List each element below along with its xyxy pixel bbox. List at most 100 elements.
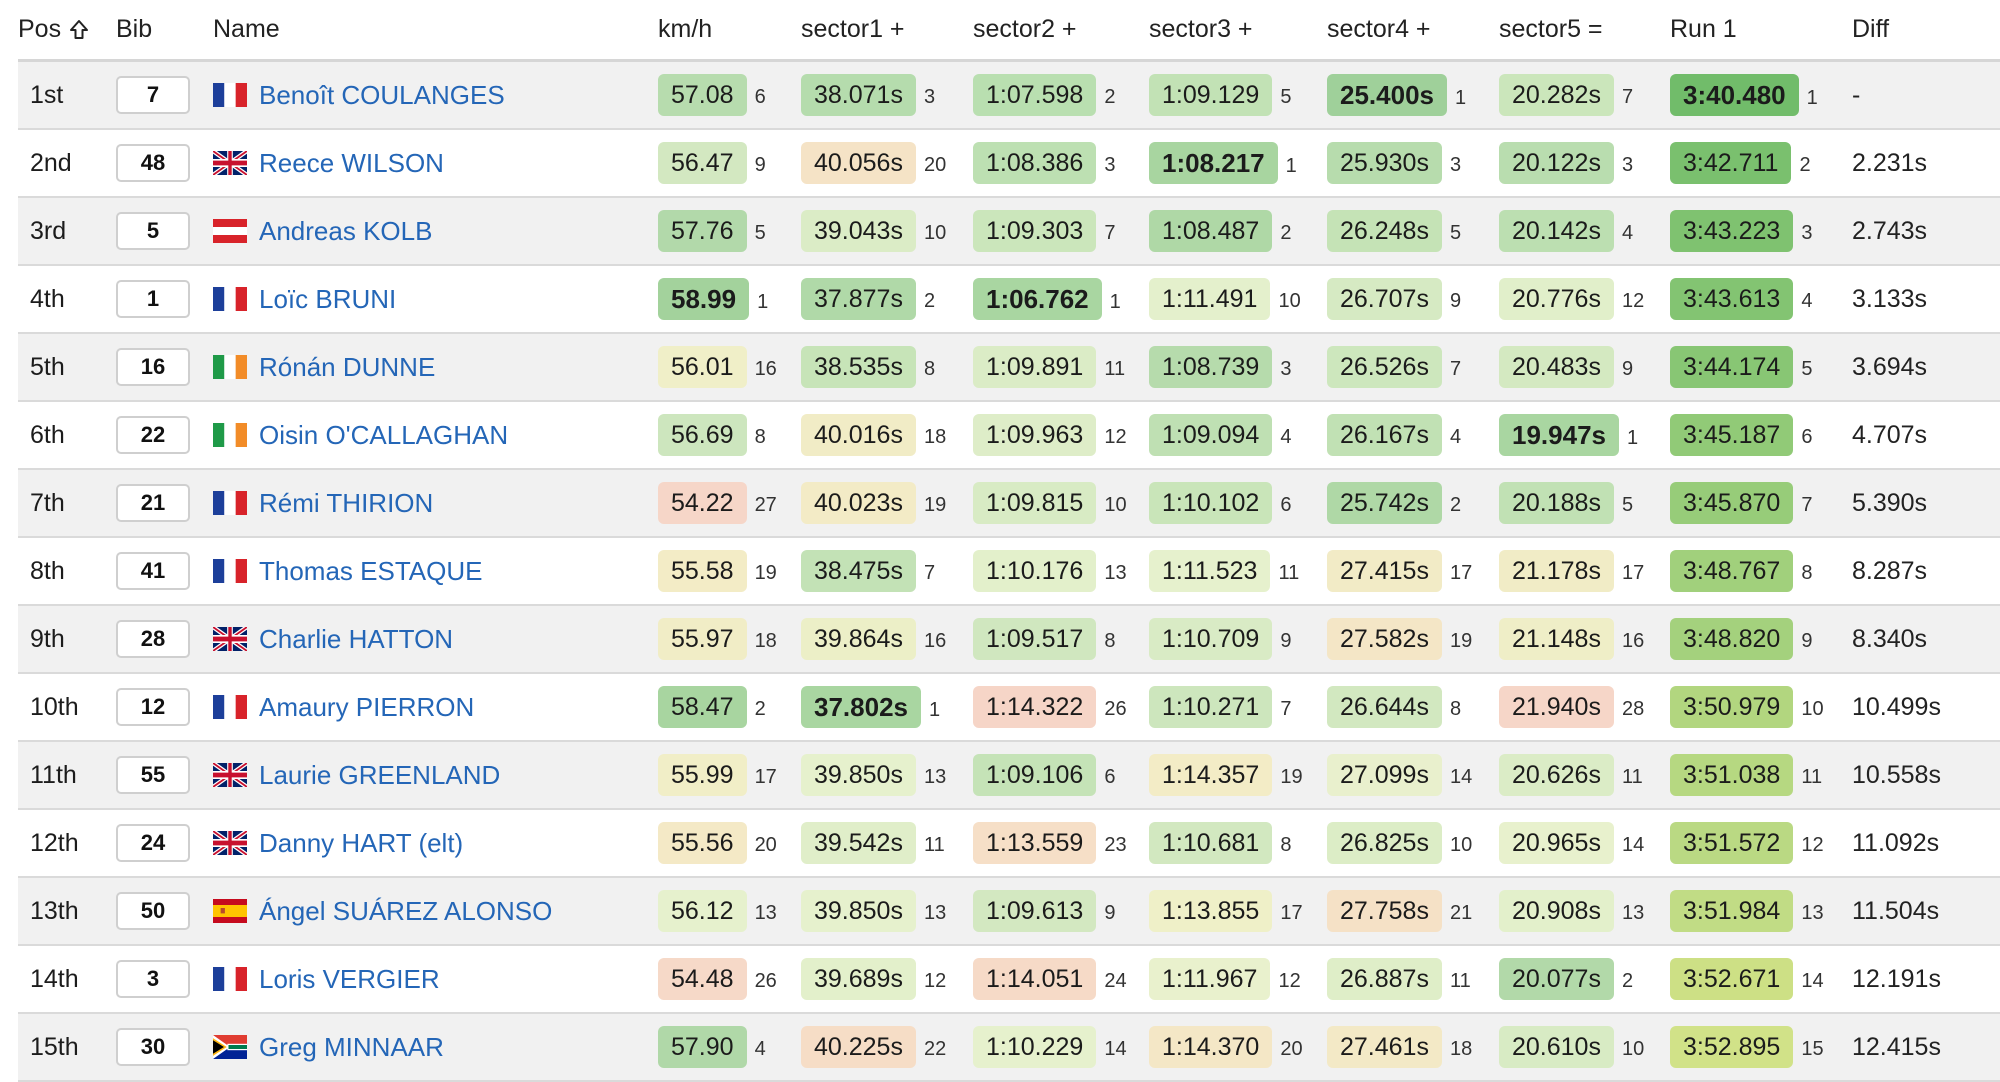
col-header-kmh[interactable]: km/h (658, 0, 801, 62)
run1-value: 3:44.174 (1670, 346, 1794, 388)
rider-name-link[interactable]: Loris VERGIER (259, 963, 440, 994)
rider-name-link[interactable]: Thomas ESTAQUE (259, 555, 483, 586)
position-cell: 14th (18, 945, 116, 1014)
table-row[interactable]: 5th 16 Rónán DUNNE 56.01 16 38.535s 8 1:09.891 1… (18, 333, 2000, 402)
rider-name-link[interactable]: Greg MINNAAR (259, 1031, 444, 1062)
sector3-value: 1:10.681 (1149, 822, 1273, 864)
bib-number: 24 (116, 824, 190, 862)
run1-cell: 3:51.572 12 (1670, 809, 1852, 878)
sector5-cell: 20.908s 13 (1499, 877, 1670, 946)
sector5-rank: 12 (1621, 290, 1645, 312)
col-header-sector2[interactable]: sector2 + (973, 0, 1149, 62)
rider-name-link[interactable]: Ángel SUÁREZ ALONSO (259, 895, 553, 926)
position-label: 15th (30, 1032, 79, 1061)
sector4-value: 26.644s (1327, 686, 1442, 728)
rider-name-link[interactable]: Danny HART (elt) (259, 827, 464, 858)
bib-number: 7 (116, 76, 190, 114)
rider-name-link[interactable]: Andreas KOLB (259, 215, 433, 246)
sector2-rank: 24 (1104, 970, 1127, 992)
rider-name-link[interactable]: Oisin O'CALLAGHAN (259, 419, 509, 450)
table-row[interactable]: 12th 24 Danny HART (elt) 55.56 20 39.542s 11 1:… (18, 809, 2000, 878)
table-row[interactable]: 9th 28 Charlie HATTON 55.97 18 39.864s 16 1:09.… (18, 605, 2000, 674)
table-row[interactable]: 11th 55 Laurie GREENLAND 55.99 17 39.850s 13 1:… (18, 741, 2000, 810)
sector3-rank: 20 (1280, 1038, 1303, 1060)
sector5-cell: 19.947s 1 (1499, 401, 1670, 470)
run1-value: 3:51.572 (1670, 822, 1794, 864)
rider-name-link[interactable]: Rémi THIRION (259, 487, 434, 518)
col-header-sector3[interactable]: sector3 + (1149, 0, 1327, 62)
kmh-cell: 58.47 2 (658, 673, 801, 742)
sector4-value: 26.526s (1327, 346, 1442, 388)
sector5-cell: 20.188s 5 (1499, 469, 1670, 538)
run1-cell: 3:50.979 10 (1670, 673, 1852, 742)
rider-name-link[interactable]: Rónán DUNNE (259, 351, 436, 382)
col-header-pos[interactable]: Pos (18, 0, 116, 62)
sector1-cell: 38.071s 3 (801, 60, 973, 130)
position-label: 9th (30, 624, 65, 653)
run1-rank: 15 (1801, 1038, 1824, 1060)
sector1-cell: 38.535s 8 (801, 333, 973, 402)
sector2-rank: 2 (1104, 86, 1116, 108)
rider-name-link[interactable]: Charlie HATTON (259, 623, 454, 654)
table-row[interactable]: 7th 21 Rémi THIRION 54.22 27 40.023s 19 1:09.81… (18, 469, 2000, 538)
sector5-rank: 9 (1621, 358, 1634, 380)
sector3-rank: 11 (1278, 562, 1300, 584)
sector4-value: 26.887s (1327, 958, 1442, 1000)
kmh-value: 57.90 (658, 1026, 747, 1068)
col-header-run1[interactable]: Run 1 (1670, 0, 1852, 62)
table-row[interactable]: 1st 7 Benoît COULANGES 57.08 6 38.071s 3 1:07.5… (18, 60, 2000, 130)
bib-cell: 5 (116, 197, 213, 266)
col-header-name[interactable]: Name (213, 0, 658, 62)
diff-value: 8.340s (1852, 624, 1928, 653)
bib-cell: 21 (116, 469, 213, 538)
sector3-cell: 1:09.094 4 (1149, 401, 1327, 470)
sector1-value: 40.225s (801, 1026, 916, 1068)
position-label: 13th (30, 896, 79, 925)
table-row[interactable]: 3rd 5 Andreas KOLB 57.76 5 39.043s 10 1:09.303 7… (18, 197, 2000, 266)
sector5-value: 20.908s (1499, 890, 1614, 932)
sector3-rank: 1 (1285, 155, 1297, 177)
rider-name-link[interactable]: Amaury PIERRON (259, 691, 475, 722)
sector4-rank: 14 (1449, 766, 1473, 788)
bib-number: 12 (116, 688, 190, 726)
rider-name-link[interactable]: Laurie GREENLAND (259, 759, 501, 790)
sector1-cell: 39.542s 11 (801, 809, 973, 878)
sector4-rank: 21 (1449, 902, 1473, 924)
col-header-diff[interactable]: Diff (1852, 0, 2000, 62)
bib-number: 5 (116, 212, 190, 250)
table-row[interactable]: 8th 41 Thomas ESTAQUE 55.58 19 38.475s 7 1:10.1… (18, 537, 2000, 606)
table-row[interactable]: 4th 1 Loïc BRUNI 58.99 1 37.877s 2 1:06.762 1 1:1… (18, 265, 2000, 334)
rider-name-link[interactable]: Reece WILSON (259, 147, 444, 178)
table-row[interactable]: 6th 22 Oisin O'CALLAGHAN 56.69 8 40.016s 18 1:0… (18, 401, 2000, 470)
sector5-rank: 10 (1621, 1038, 1645, 1060)
table-row[interactable]: 13th 50 Ángel SUÁREZ ALONSO 56.12 13 39.850s 1… (18, 877, 2000, 946)
sort-ascending-icon[interactable] (69, 19, 89, 41)
run1-value: 3:51.038 (1670, 754, 1794, 796)
rider-cell: Loïc BRUNI (213, 265, 658, 334)
col-header-bib[interactable]: Bib (116, 0, 213, 62)
sector1-cell: 40.056s 20 (801, 129, 973, 198)
table-row[interactable]: 14th 3 Loris VERGIER 54.48 26 39.689s 12 1:14.0… (18, 945, 2000, 1014)
col-header-sector1[interactable]: sector1 + (801, 0, 973, 62)
col-header-sector4[interactable]: sector4 + (1327, 0, 1499, 62)
sector2-cell: 1:14.051 24 (973, 945, 1149, 1014)
table-row[interactable]: 15th 30 Greg MINNAAR 57.90 4 40.225s 22 1:10.22… (18, 1013, 2000, 1082)
col-header-sector5[interactable]: sector5 = (1499, 0, 1670, 62)
diff-value: 10.558s (1852, 760, 1941, 789)
sector3-value: 1:11.523 (1149, 550, 1271, 592)
rider-name-link[interactable]: Benoît COULANGES (259, 79, 505, 110)
diff-cell: 10.499s (1852, 673, 2000, 742)
sector4-cell: 25.930s 3 (1327, 129, 1499, 198)
rider-cell: Greg MINNAAR (213, 1013, 658, 1082)
bib-cell: 24 (116, 809, 213, 878)
sector2-cell: 1:09.891 11 (973, 333, 1149, 402)
flag-fr-icon (213, 287, 247, 311)
sector5-rank: 16 (1621, 630, 1645, 652)
table-row[interactable]: 2nd 48 Reece WILSON 56.47 9 40.056s 20 1:08.386… (18, 129, 2000, 198)
sector5-rank: 14 (1621, 834, 1645, 856)
sector3-value: 1:09.094 (1149, 414, 1273, 456)
kmh-rank: 1 (757, 291, 769, 313)
rider-name-link[interactable]: Loïc BRUNI (259, 283, 397, 314)
kmh-value: 56.47 (658, 142, 747, 184)
table-row[interactable]: 10th 12 Amaury PIERRON 58.47 2 37.802s 1 1:14.3… (18, 673, 2000, 742)
